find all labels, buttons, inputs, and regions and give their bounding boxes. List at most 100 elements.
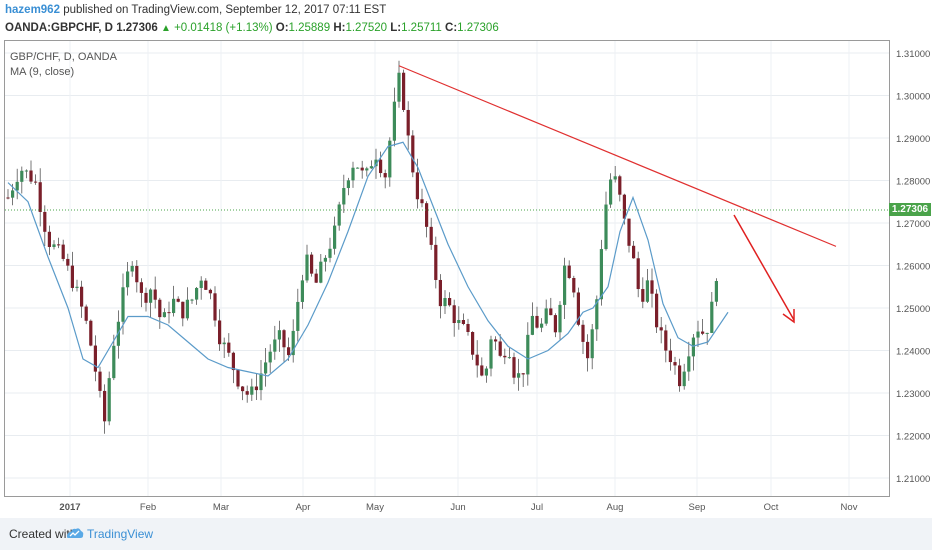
candle-body: [466, 323, 470, 332]
candle-body: [383, 173, 387, 178]
candle-body: [323, 257, 327, 262]
candle-body: [158, 299, 162, 318]
candle-body: [11, 190, 15, 198]
candle-body: [250, 386, 254, 395]
candle-body: [406, 109, 410, 136]
x-tick-label: Sep: [689, 502, 706, 513]
tradingview-brand[interactable]: TradingView: [87, 527, 154, 541]
candle-body: [535, 315, 539, 328]
candle-body: [512, 357, 516, 378]
candle-body: [613, 176, 617, 180]
candle-body: [57, 244, 61, 246]
candle-body: [107, 378, 111, 422]
y-tick-label: 1.23000: [896, 389, 930, 400]
candle-body: [678, 365, 682, 387]
candle-body: [517, 373, 521, 378]
candle-body: [494, 339, 498, 342]
candle-body: [581, 324, 585, 342]
candle-body: [172, 298, 176, 314]
candle-body: [319, 261, 323, 283]
x-tick-label: Nov: [841, 502, 858, 513]
candle-body: [130, 265, 134, 272]
candle-body: [696, 331, 700, 338]
candle-body: [701, 331, 705, 334]
x-tick-label: Jun: [450, 502, 465, 513]
candle-body: [236, 370, 240, 387]
candle-body: [618, 176, 622, 195]
candle-body: [682, 371, 686, 387]
candle-body: [563, 265, 567, 305]
x-tick-label: Aug: [607, 502, 624, 513]
trendline: [398, 65, 837, 247]
down-arrow-head: [782, 309, 795, 324]
candle-body: [673, 362, 677, 366]
candle-body: [282, 330, 286, 348]
x-tick-label: 2017: [59, 502, 80, 513]
candle-body: [75, 286, 79, 288]
candle-body: [480, 365, 484, 376]
candle-body: [558, 304, 562, 333]
close-label: C:: [445, 22, 458, 34]
candle-body: [6, 197, 10, 199]
candle-body: [254, 386, 258, 391]
open-label: O:: [275, 22, 289, 34]
candle-body: [659, 327, 663, 331]
candle-body: [549, 308, 553, 316]
x-tick-label: Apr: [296, 502, 311, 513]
candle-body: [15, 181, 19, 191]
candle-body: [34, 181, 38, 183]
candle-body: [498, 341, 502, 356]
candle-body: [144, 292, 148, 303]
candle-body: [20, 170, 24, 182]
candle-body: [52, 244, 56, 247]
candle-body: [296, 301, 300, 331]
symbol-info: OANDA:GBPCHF, D 1.27306 ▲ +0.01418 (+1.1…: [5, 22, 499, 34]
candle-body: [185, 299, 189, 319]
author-link[interactable]: hazem962: [5, 4, 60, 16]
y-tick-label: 1.21000: [896, 474, 930, 485]
candle-body: [374, 159, 378, 167]
candle-body: [268, 351, 272, 363]
high-label: H:: [333, 22, 346, 34]
candle-body: [411, 135, 415, 173]
x-tick-label: Feb: [140, 502, 156, 513]
indicator-label: MA (9, close): [10, 66, 75, 78]
candle-body: [328, 248, 332, 258]
candle-body: [388, 140, 392, 178]
series-label: GBP/CHF, D, OANDA: [10, 51, 117, 63]
candle-body: [714, 281, 718, 302]
candle-body: [43, 211, 47, 232]
candle-body: [103, 390, 107, 422]
candle-body: [448, 298, 452, 306]
candle-body: [29, 170, 33, 182]
candle-body: [397, 72, 401, 102]
candle-body: [66, 258, 70, 266]
candle-body: [259, 373, 263, 391]
candle-body: [402, 72, 406, 110]
candle-body: [461, 320, 465, 324]
candle-body: [135, 265, 139, 283]
candle-body: [167, 312, 171, 314]
candle-body: [84, 306, 88, 321]
candle-body: [521, 373, 525, 375]
candle-body: [190, 299, 194, 301]
candle-body: [507, 357, 511, 359]
candle-body: [112, 345, 116, 379]
candle-body: [264, 362, 268, 374]
candle-body: [392, 101, 396, 141]
candle-body: [273, 339, 277, 352]
candle-body: [645, 280, 649, 302]
candle-body: [222, 342, 226, 345]
candle-body: [668, 350, 672, 363]
candle-body: [503, 355, 507, 358]
candle-body: [139, 282, 143, 293]
candle-body: [471, 331, 475, 355]
chart-area[interactable]: [4, 40, 890, 497]
candle-body: [425, 203, 429, 227]
candle-body: [356, 167, 360, 169]
candle-body: [287, 347, 291, 356]
x-tick-label: Jul: [531, 502, 543, 513]
candle-body: [47, 231, 51, 247]
published-text: published on TradingView.com, September …: [63, 4, 387, 16]
